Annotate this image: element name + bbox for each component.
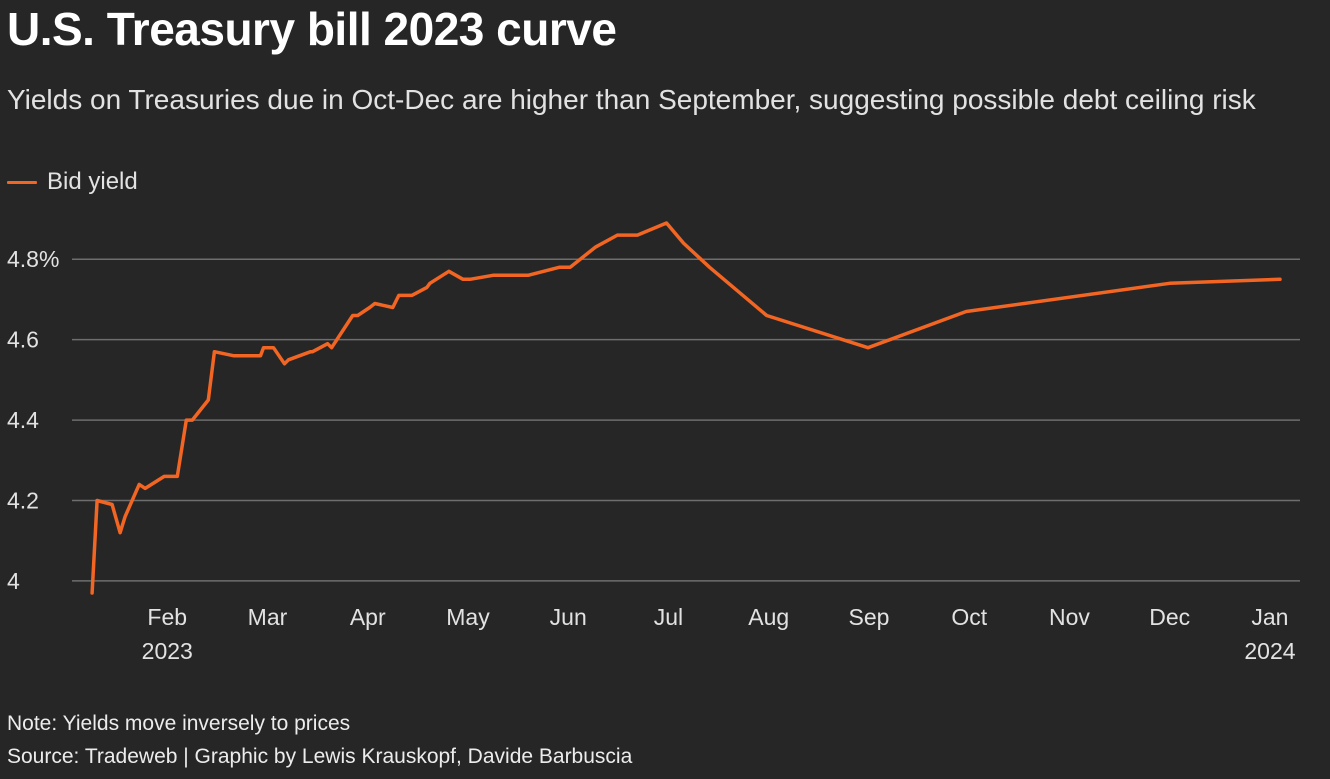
x-tick-label: Jul: [654, 604, 683, 630]
x-tick-label: Aug: [748, 604, 789, 630]
x-tick-label: Dec: [1149, 604, 1190, 630]
x-tick-label: Apr: [350, 604, 386, 630]
series-line-bid-yield: [90, 221, 1282, 595]
x-tick-label: Mar: [248, 604, 288, 630]
x-tick-label: Nov: [1049, 604, 1090, 630]
y-tick-label: 4.2: [7, 488, 39, 514]
x-tick-label: Sep: [848, 604, 889, 630]
chart-subtitle: Yields on Treasuries due in Oct-Dec are …: [7, 84, 1256, 115]
source-credit: Source: Tradeweb | Graphic by Lewis Krau…: [7, 745, 633, 768]
footnote: Note: Yields move inversely to prices: [7, 712, 351, 735]
x-tick-label: Jun: [550, 604, 587, 630]
legend: Bid yield: [7, 168, 138, 196]
y-tick-label: 4.6: [7, 327, 39, 353]
x-tick-label: Jan: [1251, 604, 1288, 630]
y-tick-label: 4.4: [7, 407, 39, 433]
x-tick-label: May: [446, 604, 490, 630]
chart-title: U.S. Treasury bill 2023 curve: [7, 3, 617, 55]
x-tick-year-label: 2024: [1244, 638, 1295, 664]
y-tick-label: 4: [7, 568, 20, 594]
x-tick-year-label: 2023: [142, 638, 193, 664]
legend-label: Bid yield: [47, 168, 138, 195]
legend-swatch: [7, 180, 37, 184]
x-tick-label: Feb: [147, 604, 187, 630]
y-tick-label: 4.8%: [7, 246, 59, 272]
x-tick-label: Oct: [951, 604, 987, 630]
